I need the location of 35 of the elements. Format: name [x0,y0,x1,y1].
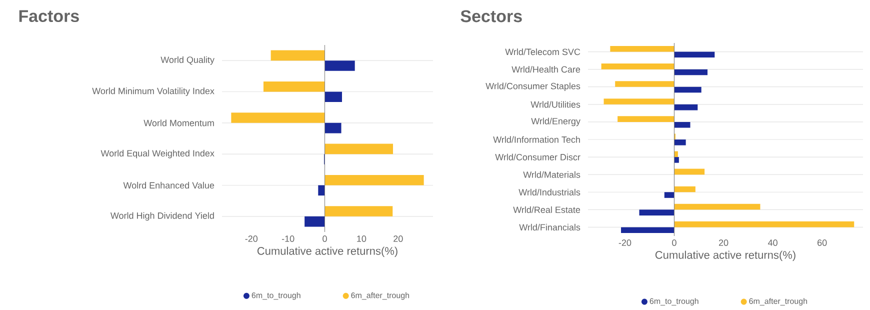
x-axis-title: Cumulative active returns(%) [257,246,398,258]
y-tick-label: Wrld/Information Tech [493,136,580,143]
y-tick-label: Wrld/Health Care [512,66,580,73]
y-tick-label: Wolrd Enhanced Value [123,182,214,189]
y-tick-label: Wrld/Financials [519,224,580,231]
x-tick-label: 0 [322,236,327,242]
y-tick-label: Wrld/Materials [523,171,580,178]
y-tick-label: World Momentum [144,120,214,126]
y-tick-label: World Quality [160,56,214,65]
x-tick-label: 20 [394,236,403,242]
x-tick-label: 10 [357,236,366,242]
text: Factors [19,10,79,22]
legend-label: 6m_after_trough [749,298,808,306]
y-tick-label: Wrld/Industrials [518,188,580,196]
x-tick-label: -10 [282,236,294,242]
x-tick-label: 20 [718,240,728,246]
legend-label: 6m_to_trough [252,292,300,300]
y-tick-label: Wrld/Real Estate [513,206,580,213]
legend-label: 6m_after_trough [351,292,410,300]
y-tick-label: World Minimum Volatility Index [92,88,214,96]
x-tick-label: 40 [768,240,778,246]
y-tick-label: Wrld/Telecom SVC [505,48,580,56]
y-tick-label: World High Dividend Yield [110,212,214,221]
x-tick-label: 60 [818,240,827,246]
legend-label: 6m_to_trough [650,298,698,306]
y-tick-label: Wrld/Utilities [530,101,580,108]
x-axis-title: Cumulative active returns(%) [655,250,796,262]
y-tick-label: Wrld/Consumer Staples [486,82,580,92]
chart-title: Sectors [460,10,522,22]
y-tick-label: World Equal Weighted Index [100,150,214,158]
x-tick-label: -20 [245,236,258,242]
y-tick-label: Wrld/Energy [531,118,580,126]
x-tick-label: -20 [618,240,632,246]
y-tick-label: Wrld/Consumer Discr [495,154,580,160]
x-tick-label: 0 [672,240,676,246]
